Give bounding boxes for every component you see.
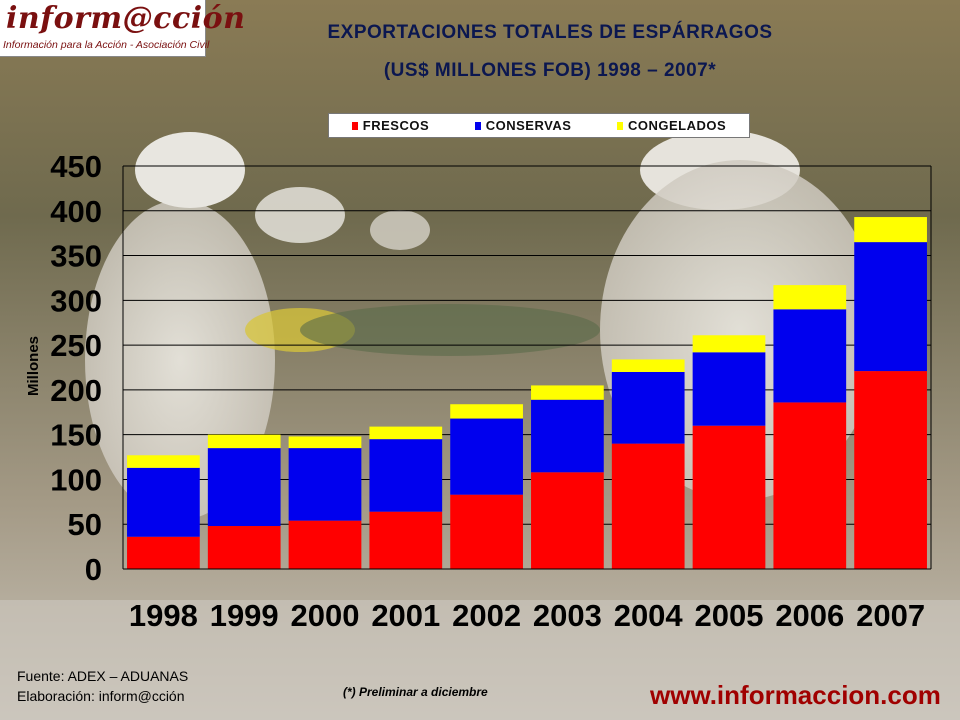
y-tick-label: 200 <box>50 373 102 408</box>
x-tick-label: 2000 <box>291 598 360 633</box>
bar-congelados-2003 <box>531 385 604 400</box>
y-tick-label: 250 <box>50 328 102 363</box>
legend-label-congelados: CONGELADOS <box>628 118 727 133</box>
bar-frescos-2000 <box>288 520 362 569</box>
x-tick-label: 1998 <box>129 598 198 633</box>
bar-congelados-2004 <box>611 359 685 372</box>
bar-congelados-2006 <box>773 285 847 310</box>
legend-label-frescos: FRESCOS <box>362 118 430 133</box>
bar-congelados-1999 <box>207 434 281 449</box>
bar-frescos-2004 <box>611 443 685 569</box>
legend-swatch-congelados <box>617 121 624 130</box>
bar-conservas-2002 <box>450 418 523 495</box>
bar-conservas-1999 <box>207 448 281 527</box>
x-tick-label: 2002 <box>452 598 521 633</box>
legend-label-conservas: CONSERVAS <box>485 118 572 133</box>
bar-frescos-2001 <box>369 511 443 569</box>
bar-frescos-1999 <box>207 526 281 569</box>
x-tick-labels: 1998 1999 2000 2001 2002 2003 2004 2005 2006 2007 <box>129 598 925 633</box>
x-tick-label: 2001 <box>371 598 440 633</box>
bar-frescos-2002 <box>450 494 523 569</box>
source-note: Fuente: ADEX – ADUANAS <box>17 668 189 684</box>
x-tick-label: 2006 <box>775 598 844 633</box>
legend: FRESCOS CONSERVAS CONGELADOS <box>328 113 750 138</box>
credit-note: Elaboración: inform@cción <box>17 688 185 704</box>
bar-congelados-2002 <box>450 404 523 419</box>
legend-swatch-conservas <box>474 121 481 130</box>
legend-item-congelados: CONGELADOS <box>617 118 726 133</box>
y-tick-label: 350 <box>50 239 102 274</box>
bar-frescos-2007 <box>854 371 927 569</box>
logo-wordmark: inform@cción <box>6 1 246 36</box>
bar-congelados-2007 <box>854 217 927 243</box>
bar-frescos-2006 <box>773 402 847 569</box>
bar-frescos-1998 <box>127 536 200 569</box>
y-tick-label: 450 <box>50 149 102 184</box>
bar-conservas-1998 <box>127 467 200 537</box>
bar-conservas-2005 <box>692 352 766 426</box>
bar-frescos-2003 <box>531 472 604 569</box>
bar-conservas-2004 <box>611 371 685 444</box>
bar-conservas-2000 <box>288 448 362 521</box>
bar-conservas-2007 <box>854 242 927 372</box>
chart-title: EXPORTACIONES TOTALES DE ESPÁRRAGOS <box>327 22 773 43</box>
chart-subtitle: (US$ MILLONES FOB) 1998 – 2007* <box>383 60 717 81</box>
bar-congelados-1998 <box>127 455 200 468</box>
bar-conservas-2001 <box>369 439 443 512</box>
preliminary-note: (*) Preliminar a diciembre <box>343 685 488 699</box>
legend-item-frescos: FRESCOS <box>351 118 430 133</box>
x-tick-label: 2003 <box>533 598 602 633</box>
bar-congelados-2005 <box>692 335 766 353</box>
logo-tagline: Información para la Acción - Asociación … <box>3 39 210 51</box>
legend-swatch-frescos <box>351 121 358 130</box>
y-tick-label: 300 <box>50 283 102 318</box>
y-tick-labels: 0 50 100 150 200 250 300 350 400 450 <box>50 149 102 587</box>
bar-conservas-2003 <box>531 399 604 473</box>
x-tick-label: 2004 <box>614 598 684 633</box>
legend-item-conservas: CONSERVAS <box>474 118 572 133</box>
bar-congelados-2001 <box>369 426 443 440</box>
y-tick-label: 0 <box>85 552 102 587</box>
y-axis-label: Millones <box>25 336 42 396</box>
axes <box>122 166 932 570</box>
x-tick-label: 1999 <box>210 598 279 633</box>
bar-conservas-2006 <box>773 309 847 403</box>
y-tick-label: 50 <box>68 507 102 542</box>
x-tick-label: 2005 <box>695 598 764 633</box>
bar-congelados-2000 <box>288 436 362 449</box>
bars <box>127 217 927 569</box>
y-tick-label: 400 <box>50 194 102 229</box>
x-tick-label: 2007 <box>856 598 925 633</box>
y-tick-label: 100 <box>50 462 102 497</box>
website-link[interactable]: www.informaccion.com <box>650 680 941 710</box>
bar-frescos-2005 <box>692 425 766 569</box>
y-tick-label: 150 <box>50 418 102 453</box>
logo: inform@cción Información para la Acción … <box>0 0 245 57</box>
